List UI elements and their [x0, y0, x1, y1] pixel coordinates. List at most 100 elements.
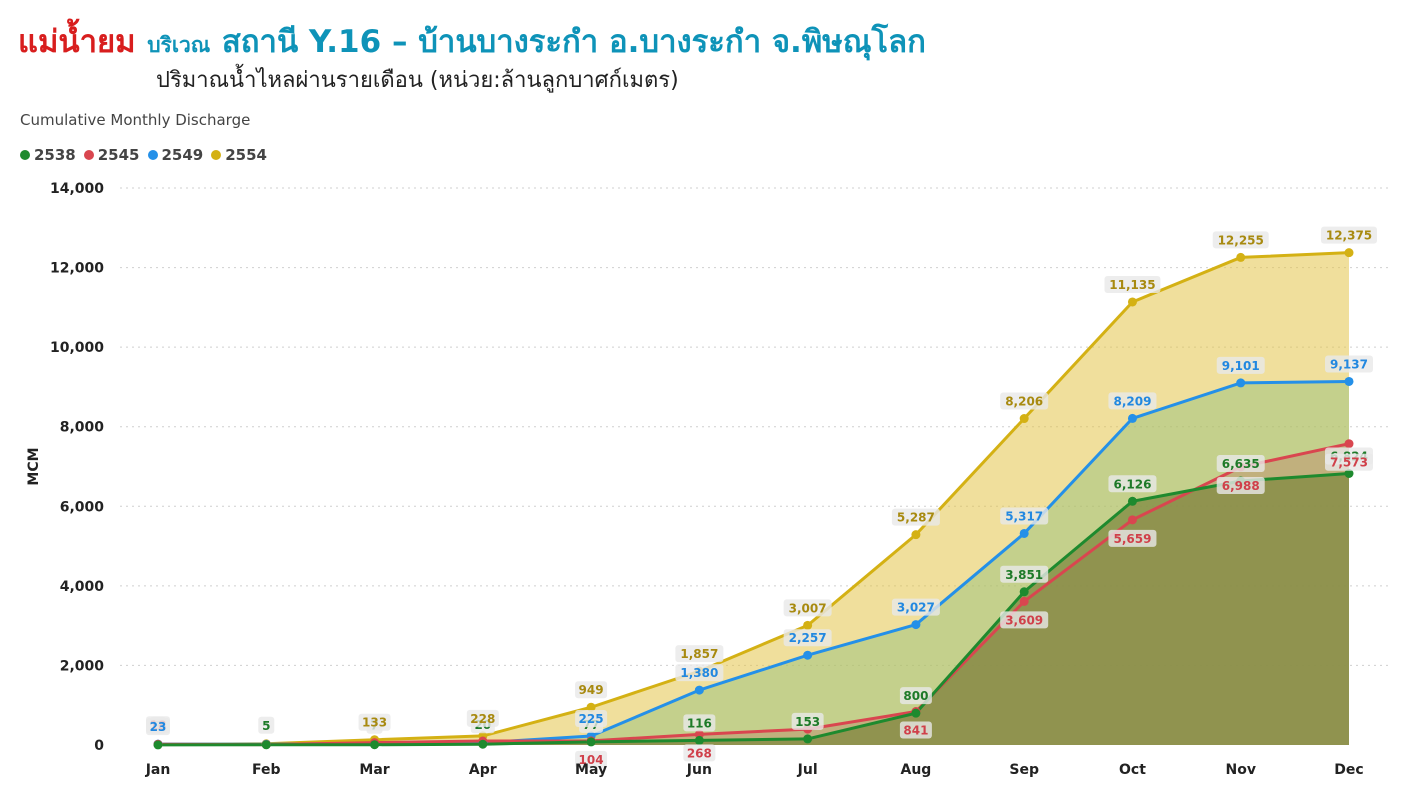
data-label-2538: 3,851	[1005, 568, 1043, 582]
legend-dot-icon	[83, 150, 94, 160]
data-point-2549[interactable]	[1344, 376, 1354, 386]
chart-title: Cumulative Monthly Discharge	[20, 111, 251, 129]
data-point-2549[interactable]	[803, 650, 813, 660]
legend-item-2554[interactable]: 2554	[211, 146, 267, 164]
data-label-bg	[575, 710, 608, 728]
y-tick-label: 8,000	[60, 420, 105, 436]
data-point-2545[interactable]	[1344, 439, 1354, 449]
data-label-bg	[1216, 476, 1265, 494]
data-label-bg	[146, 718, 170, 736]
data-label-bg	[783, 599, 832, 617]
data-point-2538[interactable]	[803, 734, 813, 744]
data-label-2545: 104	[579, 753, 604, 767]
data-label-bg	[899, 721, 932, 739]
gridlines	[120, 187, 1390, 666]
x-tick-label: Oct	[1119, 762, 1146, 778]
data-point-2538[interactable]	[261, 740, 271, 750]
legend-item-2538[interactable]: 2538	[20, 146, 76, 164]
data-label-2554: 8,206	[1005, 395, 1043, 409]
data-label-2554: 5,287	[897, 511, 935, 525]
data-point-2554[interactable]	[1344, 248, 1354, 258]
data-label-2554: 228	[470, 712, 495, 726]
legend-label: 2545	[97, 146, 140, 164]
x-tick-label: Jan	[145, 762, 171, 778]
data-label-bg	[1216, 455, 1265, 473]
data-point-2549[interactable]	[1236, 378, 1246, 388]
data-point-2554[interactable]	[586, 702, 596, 712]
data-label-2545: 7,573	[1330, 456, 1368, 470]
data-label-bg	[575, 750, 608, 768]
data-point-2554[interactable]	[1019, 414, 1029, 424]
data-label-2554: 133	[362, 716, 387, 730]
data-point-2538[interactable]	[370, 740, 380, 750]
x-tick-label: Apr	[469, 762, 497, 778]
data-point-2538[interactable]	[1127, 496, 1137, 506]
data-point-2554[interactable]	[1127, 297, 1137, 307]
data-point-2549[interactable]	[1019, 528, 1029, 538]
data-point-2538[interactable]	[1019, 587, 1029, 597]
data-label-bg	[1000, 565, 1049, 583]
legend-item-2545[interactable]: 2545	[83, 146, 140, 164]
data-label-2538: 5	[262, 719, 270, 733]
series-line-2545	[157, 442, 1350, 747]
data-label-bg	[891, 598, 940, 616]
data-label-bg	[1325, 453, 1373, 471]
data-point-2549[interactable]	[911, 620, 921, 630]
data-label-bg	[1325, 355, 1373, 373]
data-label-bg	[1000, 611, 1049, 629]
page-title: แม่น้ำยม บริเวณ สถานี Y.16 – บ้านบางระกำ…	[18, 16, 926, 66]
data-label-2545: 6,988	[1222, 479, 1260, 493]
x-tick-label: Mar	[359, 762, 389, 778]
x-tick-label: Feb	[252, 762, 281, 778]
data-point-2549[interactable]	[694, 685, 704, 695]
data-label-bg	[1000, 507, 1049, 525]
data-point-2538[interactable]	[1344, 469, 1354, 479]
data-label-2554: 12,255	[1218, 233, 1264, 247]
data-label-bg	[1104, 275, 1161, 293]
x-tick-label: Aug	[900, 762, 931, 778]
data-point-2538[interactable]	[586, 737, 596, 747]
legend-dot-icon	[211, 150, 222, 160]
x-tick-label: Jun	[686, 762, 712, 778]
data-label-2549: 8,209	[1113, 394, 1151, 408]
legend-label: 2549	[161, 146, 204, 164]
series-lines	[157, 251, 1350, 747]
x-tick-label: Sep	[1009, 762, 1039, 778]
data-point-2538[interactable]	[694, 735, 704, 745]
data-point-2538[interactable]	[911, 708, 921, 718]
data-label-bg	[1108, 392, 1157, 410]
x-tick-label: Nov	[1225, 762, 1255, 778]
data-point-2554[interactable]	[803, 620, 813, 630]
y-tick-label: 6,000	[60, 499, 105, 515]
data-label-bg	[891, 508, 940, 526]
data-label-2545: 3,609	[1005, 613, 1043, 627]
data-label-2538: 6,635	[1222, 457, 1260, 471]
series-areas	[158, 252, 1349, 745]
data-label-2554: 3,007	[789, 601, 827, 615]
data-point-2554[interactable]	[1236, 252, 1246, 262]
data-label-2538: 153	[795, 715, 820, 729]
data-label-2549: 2,257	[789, 631, 827, 645]
data-label-2538: 6,126	[1113, 477, 1151, 491]
data-point-2549[interactable]	[1127, 413, 1137, 423]
legend-dot-icon	[20, 150, 30, 160]
data-point-2545[interactable]	[1127, 515, 1137, 525]
data-label-bg	[1108, 529, 1157, 547]
data-point-2545[interactable]	[1019, 596, 1029, 606]
data-point-2554[interactable]	[911, 530, 921, 540]
data-label-bg	[1321, 226, 1377, 244]
data-point-2538[interactable]	[153, 740, 163, 750]
data-point-2538[interactable]	[478, 739, 488, 749]
data-label-bg	[783, 629, 832, 647]
legend-label: 2554	[225, 146, 267, 164]
data-labels: 35720771161538003,8516,1266,6356,8241810…	[146, 226, 1377, 768]
page-subtitle: ปริมาณน้ำไหลผ่านรายเดือน (หน่วย:ล้านลูกบ…	[156, 68, 679, 93]
data-label-2554: 12,375	[1326, 229, 1372, 243]
data-label-bg	[1212, 231, 1269, 249]
x-tick-label: Jul	[797, 762, 818, 778]
y-axis-title: MCM	[26, 447, 42, 485]
data-label-bg	[358, 713, 391, 731]
legend-item-2549[interactable]: 2549	[147, 146, 204, 164]
y-tick-label: 10,000	[50, 340, 104, 356]
legend-label: 2538	[34, 146, 76, 164]
